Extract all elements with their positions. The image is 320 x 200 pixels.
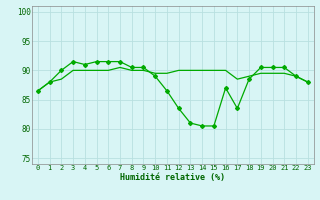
X-axis label: Humidité relative (%): Humidité relative (%) bbox=[120, 173, 225, 182]
